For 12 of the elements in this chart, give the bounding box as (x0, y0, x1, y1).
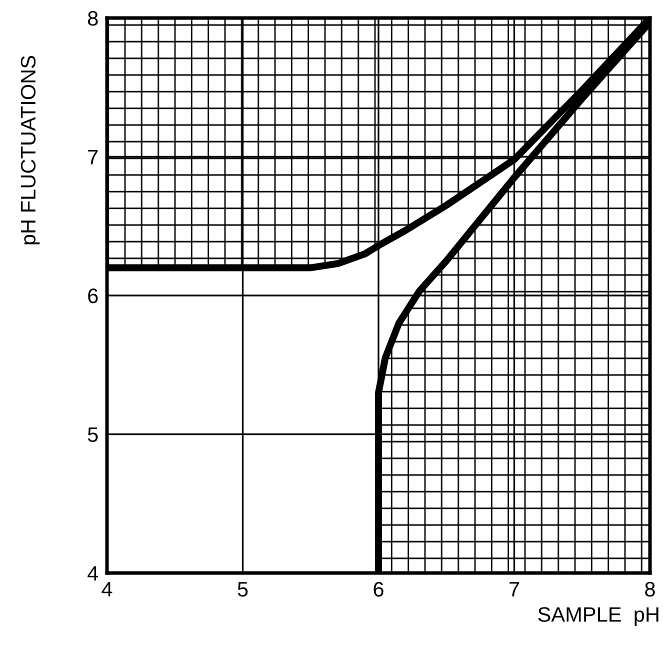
y-tick-label: 6 (88, 288, 98, 304)
x-tick-label: 6 (374, 582, 384, 597)
x-tick-label: 4 (102, 582, 112, 596)
y-tick-label: 7 (88, 150, 98, 164)
y-tick-label: 8 (88, 11, 98, 26)
x-axis-title: SAMPLE pH (538, 607, 658, 626)
x-tick-label: 7 (510, 582, 519, 596)
y-tick-label: 4 (88, 566, 98, 581)
y-axis-title: pH FLUCTUATIONS (20, 56, 40, 244)
y-tick-label: 5 (88, 427, 98, 442)
x-tick-label: 5 (238, 582, 248, 597)
x-tick-label: 8 (645, 582, 655, 597)
